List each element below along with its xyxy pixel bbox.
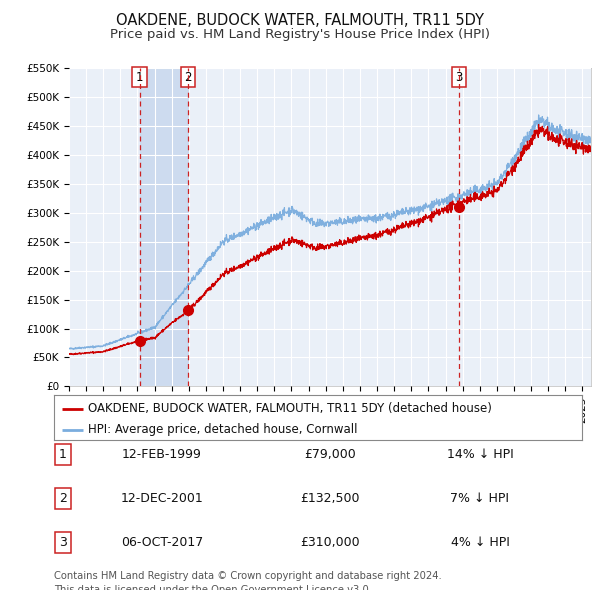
Text: HPI: Average price, detached house, Cornwall: HPI: Average price, detached house, Corn… (88, 423, 358, 437)
Text: 2: 2 (184, 71, 191, 84)
Text: Contains HM Land Registry data © Crown copyright and database right 2024.
This d: Contains HM Land Registry data © Crown c… (54, 571, 442, 590)
Text: 1: 1 (136, 71, 143, 84)
Bar (140, 68, 188, 386)
Text: £132,500: £132,500 (300, 492, 360, 505)
Text: 06-OCT-2017: 06-OCT-2017 (121, 536, 203, 549)
Text: OAKDENE, BUDOCK WATER, FALMOUTH, TR11 5DY: OAKDENE, BUDOCK WATER, FALMOUTH, TR11 5D… (116, 13, 484, 28)
Text: OAKDENE, BUDOCK WATER, FALMOUTH, TR11 5DY (detached house): OAKDENE, BUDOCK WATER, FALMOUTH, TR11 5D… (88, 402, 492, 415)
Text: 3: 3 (455, 71, 463, 84)
Text: 2: 2 (59, 492, 67, 505)
Text: 3: 3 (59, 536, 67, 549)
Text: 12-FEB-1999: 12-FEB-1999 (122, 448, 202, 461)
Text: £310,000: £310,000 (300, 536, 360, 549)
Text: 1: 1 (59, 448, 67, 461)
Text: Price paid vs. HM Land Registry's House Price Index (HPI): Price paid vs. HM Land Registry's House … (110, 28, 490, 41)
Text: 12-DEC-2001: 12-DEC-2001 (121, 492, 203, 505)
Text: 7% ↓ HPI: 7% ↓ HPI (451, 492, 509, 505)
Text: 14% ↓ HPI: 14% ↓ HPI (446, 448, 514, 461)
Text: 4% ↓ HPI: 4% ↓ HPI (451, 536, 509, 549)
Text: £79,000: £79,000 (304, 448, 356, 461)
